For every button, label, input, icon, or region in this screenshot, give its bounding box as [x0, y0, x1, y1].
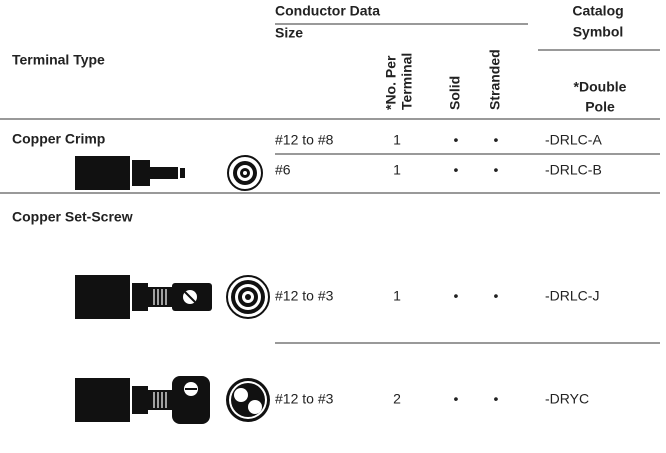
- stranded: •: [494, 132, 499, 148]
- no-per-terminal: 2: [393, 391, 401, 407]
- size: #12 to #3: [275, 391, 334, 407]
- no-per-terminal: 1: [393, 162, 401, 178]
- group-title: Copper Crimp: [12, 131, 105, 147]
- double-set-screw-terminal-drawing: [75, 376, 270, 424]
- catalog-symbol: -DRYC: [545, 391, 589, 407]
- group-title: Copper Set-Screw: [12, 209, 133, 225]
- header-stranded: Stranded: [487, 49, 503, 110]
- header-no-per: *No. Per: [383, 55, 399, 110]
- solid: •: [454, 288, 459, 304]
- solid: •: [454, 391, 459, 407]
- stranded: •: [494, 391, 499, 407]
- solid: •: [454, 162, 459, 178]
- solid: •: [454, 132, 459, 148]
- set-screw-terminal-drawing: [75, 275, 270, 319]
- size: #12 to #8: [275, 132, 334, 148]
- catalog-symbol: -DRLC-J: [545, 288, 599, 304]
- header-double-pole: *Double: [574, 79, 627, 95]
- catalog-symbol: -DRLC-A: [545, 132, 602, 148]
- header-double-pole: Pole: [585, 99, 615, 115]
- header-catalog: Catalog: [572, 3, 623, 19]
- stranded: •: [494, 288, 499, 304]
- no-per-terminal: 1: [393, 132, 401, 148]
- header-no-per: Terminal: [399, 53, 415, 110]
- size: #12 to #3: [275, 288, 334, 304]
- header-solid: Solid: [447, 76, 463, 110]
- header-size: Size: [275, 25, 303, 41]
- size: #6: [275, 162, 291, 178]
- no-per-terminal: 1: [393, 288, 401, 304]
- crimp-terminal-drawing: [75, 155, 263, 191]
- header-terminal-type: Terminal Type: [12, 52, 105, 68]
- catalog-symbol: -DRLC-B: [545, 162, 602, 178]
- header-catalog: Symbol: [573, 24, 624, 40]
- header-conductor-data: Conductor Data: [275, 3, 380, 19]
- stranded: •: [494, 162, 499, 178]
